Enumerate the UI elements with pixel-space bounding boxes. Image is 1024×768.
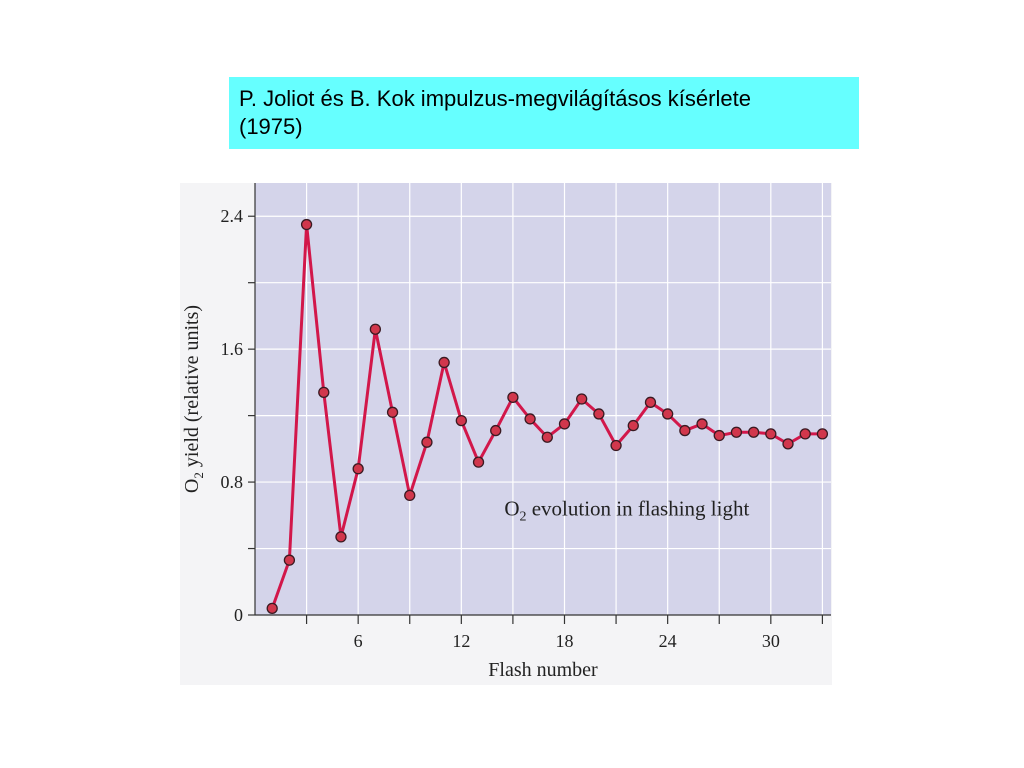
data-point [627, 419, 639, 432]
y-label-subscript: 2 [191, 472, 206, 479]
data-point [558, 418, 571, 430]
slide-title-line-1: P. Joliot és B. Kok impulzus-megvilágítá… [239, 86, 751, 111]
y-label-text: yield (relative units) [181, 305, 203, 472]
data-point [490, 424, 502, 437]
data-point [730, 426, 743, 438]
data-point [507, 391, 519, 403]
data-point [455, 414, 467, 427]
data-point [404, 489, 416, 502]
data-point [747, 426, 760, 438]
y-axis-label: O2 yield (relative units) [181, 305, 206, 493]
data-point [576, 393, 588, 405]
x-tick-label: 12 [452, 631, 470, 651]
data-point [266, 602, 278, 615]
data-point [283, 554, 296, 566]
data-point [335, 531, 347, 543]
data-point [679, 424, 691, 437]
data-point [662, 408, 674, 420]
chart-annotation: O2 evolution in flashing light [504, 496, 749, 524]
x-axis-label: Flash number [488, 659, 598, 681]
data-markers [266, 218, 829, 615]
plot-area [255, 183, 831, 615]
data-point [713, 429, 725, 442]
slide-title-line-2: (1975) [239, 114, 303, 139]
data-point [386, 406, 399, 418]
data-point [541, 431, 553, 443]
tick-labels: 6 12 18 24 30 0 0.8 1.6 2.4 [221, 206, 780, 651]
data-point [593, 408, 605, 420]
y-tick-label: 0.8 [221, 472, 244, 492]
data-point [472, 456, 485, 468]
data-point [816, 428, 829, 440]
y-tick-label: 0 [234, 605, 243, 625]
y-tick-label: 1.6 [221, 339, 244, 359]
data-point [644, 396, 657, 408]
y-label-o: O [181, 479, 203, 493]
data-point [369, 323, 382, 335]
axes [254, 183, 831, 616]
data-point [524, 413, 536, 425]
grid-lines [255, 183, 831, 615]
data-point [696, 418, 708, 430]
y-tick-label: 2.4 [221, 206, 244, 226]
annotation-subscript: 2 [519, 509, 526, 524]
data-point [300, 218, 313, 231]
data-point [610, 439, 622, 452]
slide-title: P. Joliot és B. Kok impulzus-megvilágítá… [229, 77, 859, 149]
annotation-text: evolution in flashing light [526, 496, 749, 520]
x-tick-label: 30 [762, 631, 780, 651]
data-point [352, 463, 364, 475]
data-point [782, 438, 794, 450]
data-point [318, 386, 330, 399]
data-point [421, 436, 433, 448]
data-point [765, 428, 777, 440]
x-tick-label: 24 [659, 631, 677, 651]
x-tick-label: 6 [354, 631, 363, 651]
data-point [438, 356, 450, 369]
ticks [248, 215, 824, 624]
annotation-o: O [504, 496, 519, 520]
x-tick-label: 18 [555, 631, 573, 651]
data-point [799, 428, 811, 440]
